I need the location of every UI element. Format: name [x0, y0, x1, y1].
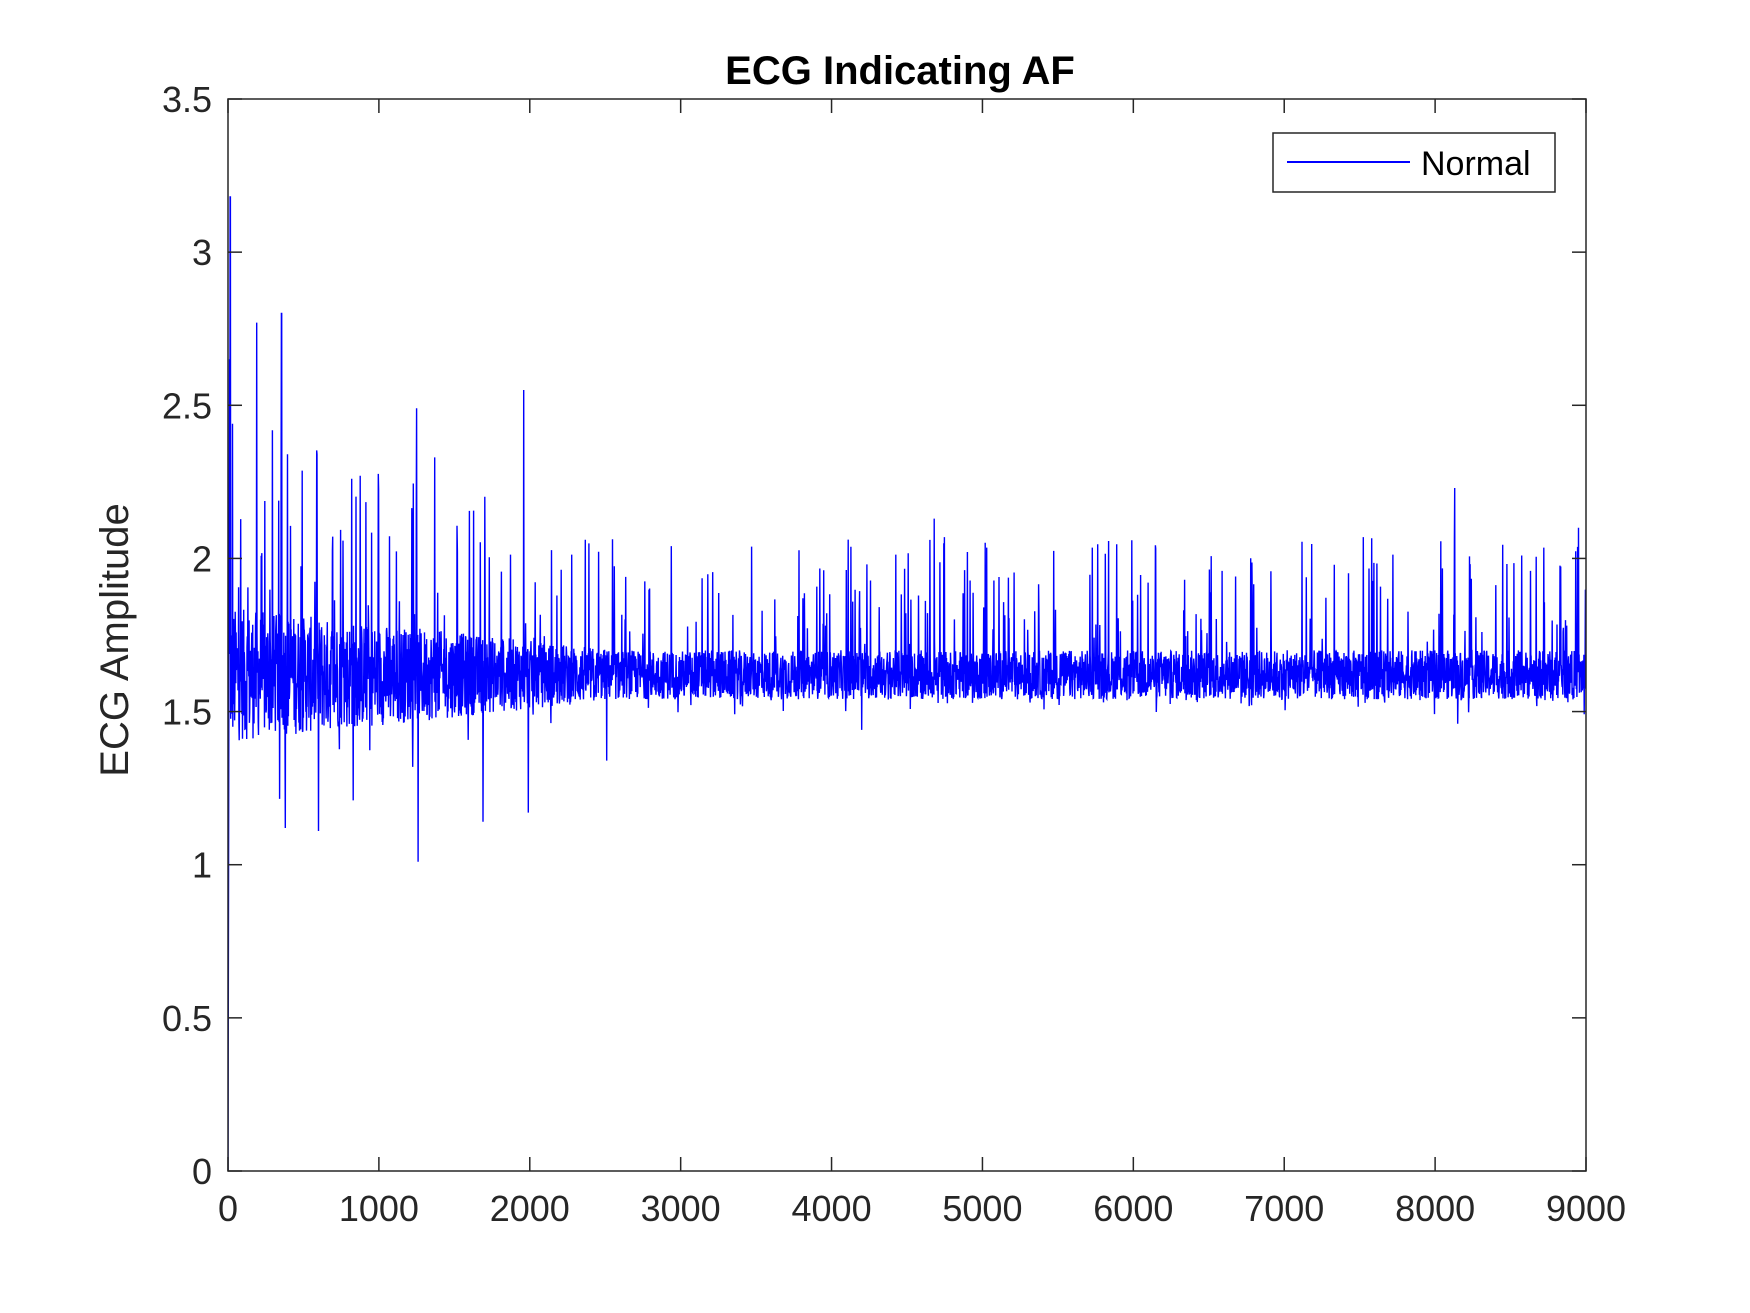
x-tick-label: 5000 [942, 1188, 1022, 1229]
series-line-normal [228, 196, 1586, 1171]
x-tick-label: 0 [218, 1188, 238, 1229]
legend-label-normal: Normal [1421, 145, 1531, 183]
x-tick-label: 2000 [490, 1188, 570, 1229]
x-tick-label: 8000 [1395, 1188, 1475, 1229]
y-tick-label: 3 [192, 232, 212, 273]
y-axis-label: ECG Amplitude [93, 503, 137, 776]
plot-background [228, 99, 1586, 1171]
y-tick-label: 3.5 [162, 79, 212, 120]
plot-frame [227, 98, 1587, 1172]
y-tick-label: 0.5 [162, 998, 212, 1039]
y-tick-label: 2.5 [162, 385, 212, 426]
x-tick-label: 9000 [1546, 1188, 1626, 1229]
x-tick-label: 6000 [1093, 1188, 1173, 1229]
x-tick-label: 1000 [339, 1188, 419, 1229]
y-tick-label: 1 [192, 845, 212, 886]
y-tick-label: 2 [192, 538, 212, 579]
y-axis-ticks: 0 0.5 1 1.5 2 2.5 3 3.5 [162, 79, 1586, 1192]
plot-area: 0 1000 2000 3000 4000 5000 6000 7000 8000 9000 00… [162, 79, 1626, 1229]
legend: Normal [1272, 132, 1556, 193]
x-tick-label: 7000 [1244, 1188, 1324, 1229]
x-tick-label: 4000 [792, 1188, 872, 1229]
chart-title: ECG Indicating AF [725, 49, 1075, 93]
x-axis-ticks: 0 1000 2000 3000 4000 5000 6000 7000 8000 9000 [218, 99, 1626, 1229]
x-tick-label: 3000 [641, 1188, 721, 1229]
y-tick-label: 0 [192, 1151, 212, 1192]
y-tick-label: 1.5 [162, 692, 212, 733]
